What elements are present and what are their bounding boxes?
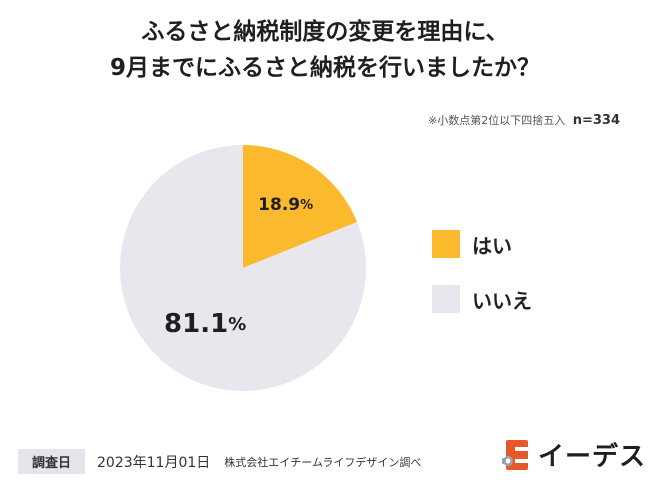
- sample-size: n=334: [572, 113, 620, 128]
- pie-slices: [119, 145, 367, 391]
- legend-swatch-no: [432, 285, 460, 313]
- rounding-note: ※小数点第2位以下四捨五入: [427, 114, 566, 127]
- legend-label-no: いいえ: [472, 288, 532, 313]
- survey-date: 2023年11月01日: [97, 454, 211, 471]
- pie-labels: 18.9% 81.1%: [164, 195, 313, 339]
- chart-title: ふるさと納税制度の変更を理由に、 9月までにふるさと納税を行いましたか？: [0, 14, 650, 86]
- legend-item-no: いいえ: [432, 284, 532, 314]
- pie-slice-no: [119, 145, 367, 391]
- pie-label-no: 81.1%: [164, 309, 246, 339]
- chart-note: ※小数点第2位以下四捨五入 n=334: [428, 112, 620, 128]
- legend-label-yes: はい: [472, 233, 512, 258]
- legend-item-yes: はい: [432, 229, 512, 259]
- survey-company: 株式会社エイチームライフデザイン調べ: [224, 455, 422, 469]
- pie-slice-yes: [243, 145, 358, 268]
- pie-label-yes: 18.9%: [258, 195, 313, 215]
- footer: 調査日 2023年11月01日 株式会社エイチームライフデザイン調べ: [18, 449, 421, 474]
- chart-title-line-2: 9月までにふるさと納税を行いましたか？: [109, 55, 540, 81]
- e-building-logo-icon: [502, 439, 528, 470]
- chart-title-line-1: ふるさと納税制度の変更を理由に、: [141, 19, 509, 45]
- brand-logo-text: イーデス: [538, 442, 647, 472]
- legend-swatch-yes: [432, 230, 460, 258]
- survey-date-tag: 調査日: [18, 449, 86, 474]
- brand-logo: イーデス: [500, 436, 646, 473]
